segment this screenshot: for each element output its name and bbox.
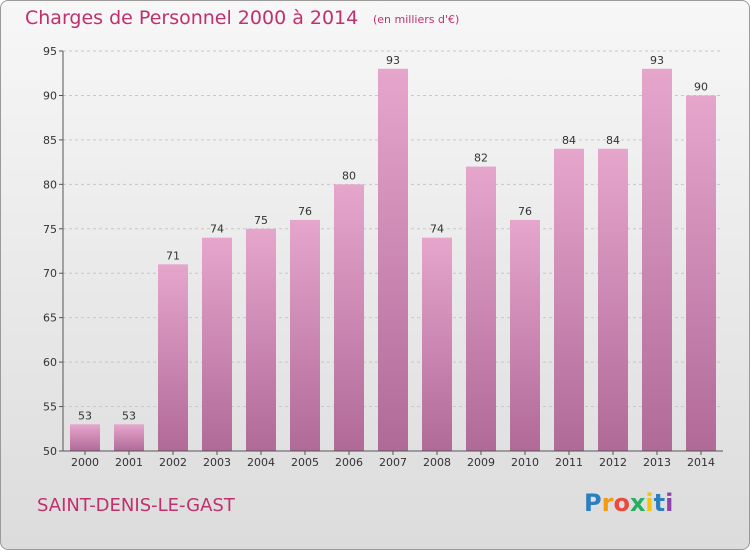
- data-label: 53: [78, 409, 92, 422]
- bar: [246, 228, 276, 451]
- logo-letter: i: [645, 489, 654, 517]
- bar: [422, 237, 452, 451]
- x-tick-label: 2004: [247, 456, 275, 469]
- y-tick-label: 70: [43, 267, 57, 280]
- y-tick-label: 80: [43, 178, 57, 191]
- chart-title: Charges de Personnel 2000 à 2014: [25, 7, 359, 29]
- x-tick-label: 2011: [555, 456, 583, 469]
- bar: [686, 95, 716, 451]
- y-tick-label: 85: [43, 134, 57, 147]
- x-tick-label: 2013: [643, 456, 671, 469]
- chart-subtitle: (en milliers d'€): [373, 13, 460, 26]
- logo-letter: o: [613, 489, 630, 517]
- x-tick-label: 2000: [71, 456, 99, 469]
- bar: [598, 148, 628, 451]
- data-label: 74: [430, 223, 444, 236]
- x-tick-label: 2001: [115, 456, 143, 469]
- bar: [334, 184, 364, 452]
- axis-layer: 50 55 60 65 70 75 80 85 90 95 2000 2001 2002 2003 2004…: [43, 45, 723, 469]
- logo-letter: r: [601, 489, 614, 517]
- y-tick-label: 55: [43, 401, 57, 414]
- bar: [554, 148, 584, 451]
- data-label: 71: [166, 249, 180, 262]
- x-tick-label: 2005: [291, 456, 319, 469]
- y-tick-label: 95: [43, 45, 57, 58]
- logo-letter: i: [665, 489, 674, 517]
- x-tick-label: 2014: [687, 456, 715, 469]
- data-label: 84: [562, 134, 576, 147]
- x-tick-label: 2006: [335, 456, 363, 469]
- bar: [378, 68, 408, 452]
- bar: [642, 68, 672, 452]
- data-label: 75: [254, 214, 268, 227]
- y-tick-label: 75: [43, 223, 57, 236]
- data-label: 93: [386, 54, 400, 67]
- x-tick-label: 2012: [599, 456, 627, 469]
- data-label: 53: [122, 409, 136, 422]
- bar-layer: 53 53 71 74 75 76 80 93 74 82 76 84 84 93 90: [70, 54, 716, 452]
- data-label: 90: [694, 80, 708, 93]
- logo-letter: x: [629, 489, 646, 517]
- bar: [466, 166, 496, 452]
- data-label: 93: [650, 54, 664, 67]
- y-tick-label: 65: [43, 312, 57, 325]
- x-tick-label: 2008: [423, 456, 451, 469]
- data-label: 80: [342, 169, 356, 182]
- x-tick-label: 2010: [511, 456, 539, 469]
- x-tick-label: 2009: [467, 456, 495, 469]
- bar: [70, 424, 100, 451]
- data-label: 82: [474, 152, 488, 165]
- proxiti-logo: Proxiti: [584, 489, 673, 517]
- bar: [202, 237, 232, 451]
- y-tick-label: 90: [43, 89, 57, 102]
- x-tick-label: 2002: [159, 456, 187, 469]
- bar: [290, 219, 320, 451]
- bar: [158, 264, 188, 451]
- data-label: 84: [606, 134, 620, 147]
- logo-letter: P: [584, 489, 602, 517]
- data-label: 76: [298, 205, 312, 218]
- x-tick-label: 2003: [203, 456, 231, 469]
- y-tick-label: 60: [43, 356, 57, 369]
- x-tick-label: 2007: [379, 456, 407, 469]
- commune-name: SAINT-DENIS-LE-GAST: [37, 495, 235, 516]
- bar: [510, 219, 540, 451]
- data-label: 76: [518, 205, 532, 218]
- bar: [114, 424, 144, 451]
- logo-letter: t: [653, 489, 666, 517]
- y-tick-label: 50: [43, 445, 57, 458]
- data-label: 74: [210, 223, 224, 236]
